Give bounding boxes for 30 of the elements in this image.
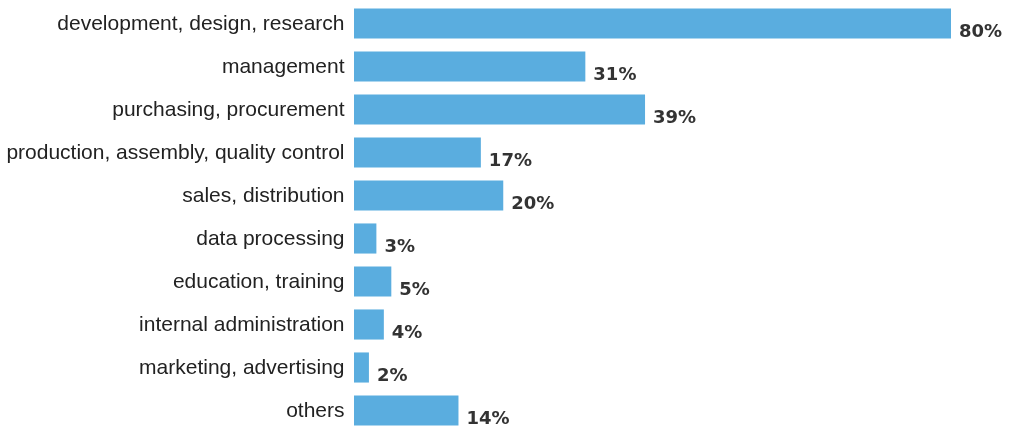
bar	[354, 51, 586, 82]
y-tick-label: education, training	[172, 268, 345, 292]
y-tick-label: purchasing, procurement	[112, 96, 345, 120]
bar	[354, 137, 481, 168]
data-label: 17%	[488, 148, 532, 170]
bar	[354, 352, 369, 383]
bar	[354, 395, 459, 426]
bar	[354, 8, 951, 39]
data-label: 31%	[593, 62, 637, 84]
y-tick-label: management	[221, 53, 345, 77]
bar	[354, 309, 384, 340]
data-label: 14%	[466, 406, 510, 428]
data-label: 80%	[959, 19, 1003, 41]
y-tick-label: others	[286, 397, 345, 421]
y-tick-label: production, assembly, quality control	[6, 139, 345, 163]
bar	[354, 223, 377, 254]
data-label: 3%	[384, 234, 415, 256]
data-label: 39%	[653, 105, 697, 127]
y-tick-label: internal administration	[139, 311, 345, 335]
data-label: 20%	[511, 191, 555, 213]
data-label: 2%	[376, 363, 408, 385]
y-tick-label: development, design, research	[57, 10, 345, 34]
y-tick-label: marketing, advertising	[139, 354, 345, 378]
bar	[354, 266, 392, 297]
y-tick-label: data processing	[196, 225, 345, 249]
y-tick-label: sales, distribution	[182, 182, 345, 206]
data-label: 5%	[399, 277, 430, 299]
bar	[354, 94, 646, 125]
data-label: 4%	[391, 320, 423, 342]
bar	[354, 180, 504, 211]
